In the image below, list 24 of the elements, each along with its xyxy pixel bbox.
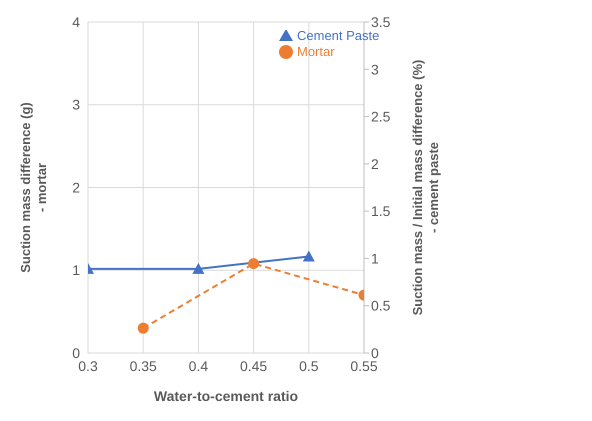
x-tick-label: 0.45 bbox=[240, 358, 268, 374]
y-tick-label: 0 bbox=[72, 344, 80, 361]
legend-label: Cement Paste bbox=[297, 28, 380, 43]
x-tick-label: 0.3 bbox=[78, 358, 98, 374]
y-tick-label: 1 bbox=[72, 262, 80, 278]
y-tick-label: 2 bbox=[72, 179, 80, 196]
y2-tick-label: 1.5 bbox=[371, 203, 391, 220]
y2-tick-label: 1 bbox=[371, 250, 379, 266]
y2-tick-label: 0.5 bbox=[371, 298, 391, 314]
x-tick-label: 0.35 bbox=[130, 358, 158, 374]
legend-label: Mortar bbox=[297, 44, 335, 59]
y-axis-title: Suction mass difference (g) - mortar bbox=[18, 102, 49, 273]
point bbox=[138, 322, 149, 334]
y2-axis-title: Suction mass / Initial mass difference (%) - cement paste bbox=[410, 60, 441, 316]
x-tick-label: 0.4 bbox=[188, 358, 208, 374]
y-tick-label: 4 bbox=[72, 14, 80, 30]
y2-tick-label: 3 bbox=[371, 61, 379, 78]
y-tick-label: 3 bbox=[72, 96, 80, 113]
x-tick-label: 0.5 bbox=[299, 358, 319, 374]
x-axis-title: Water-to-cement ratio bbox=[154, 388, 298, 404]
y2-tick-label: 2 bbox=[371, 156, 379, 172]
y2-tick-label: 2.5 bbox=[371, 108, 391, 125]
point bbox=[248, 258, 260, 270]
y2-tick-label: 3.5 bbox=[371, 14, 391, 30]
